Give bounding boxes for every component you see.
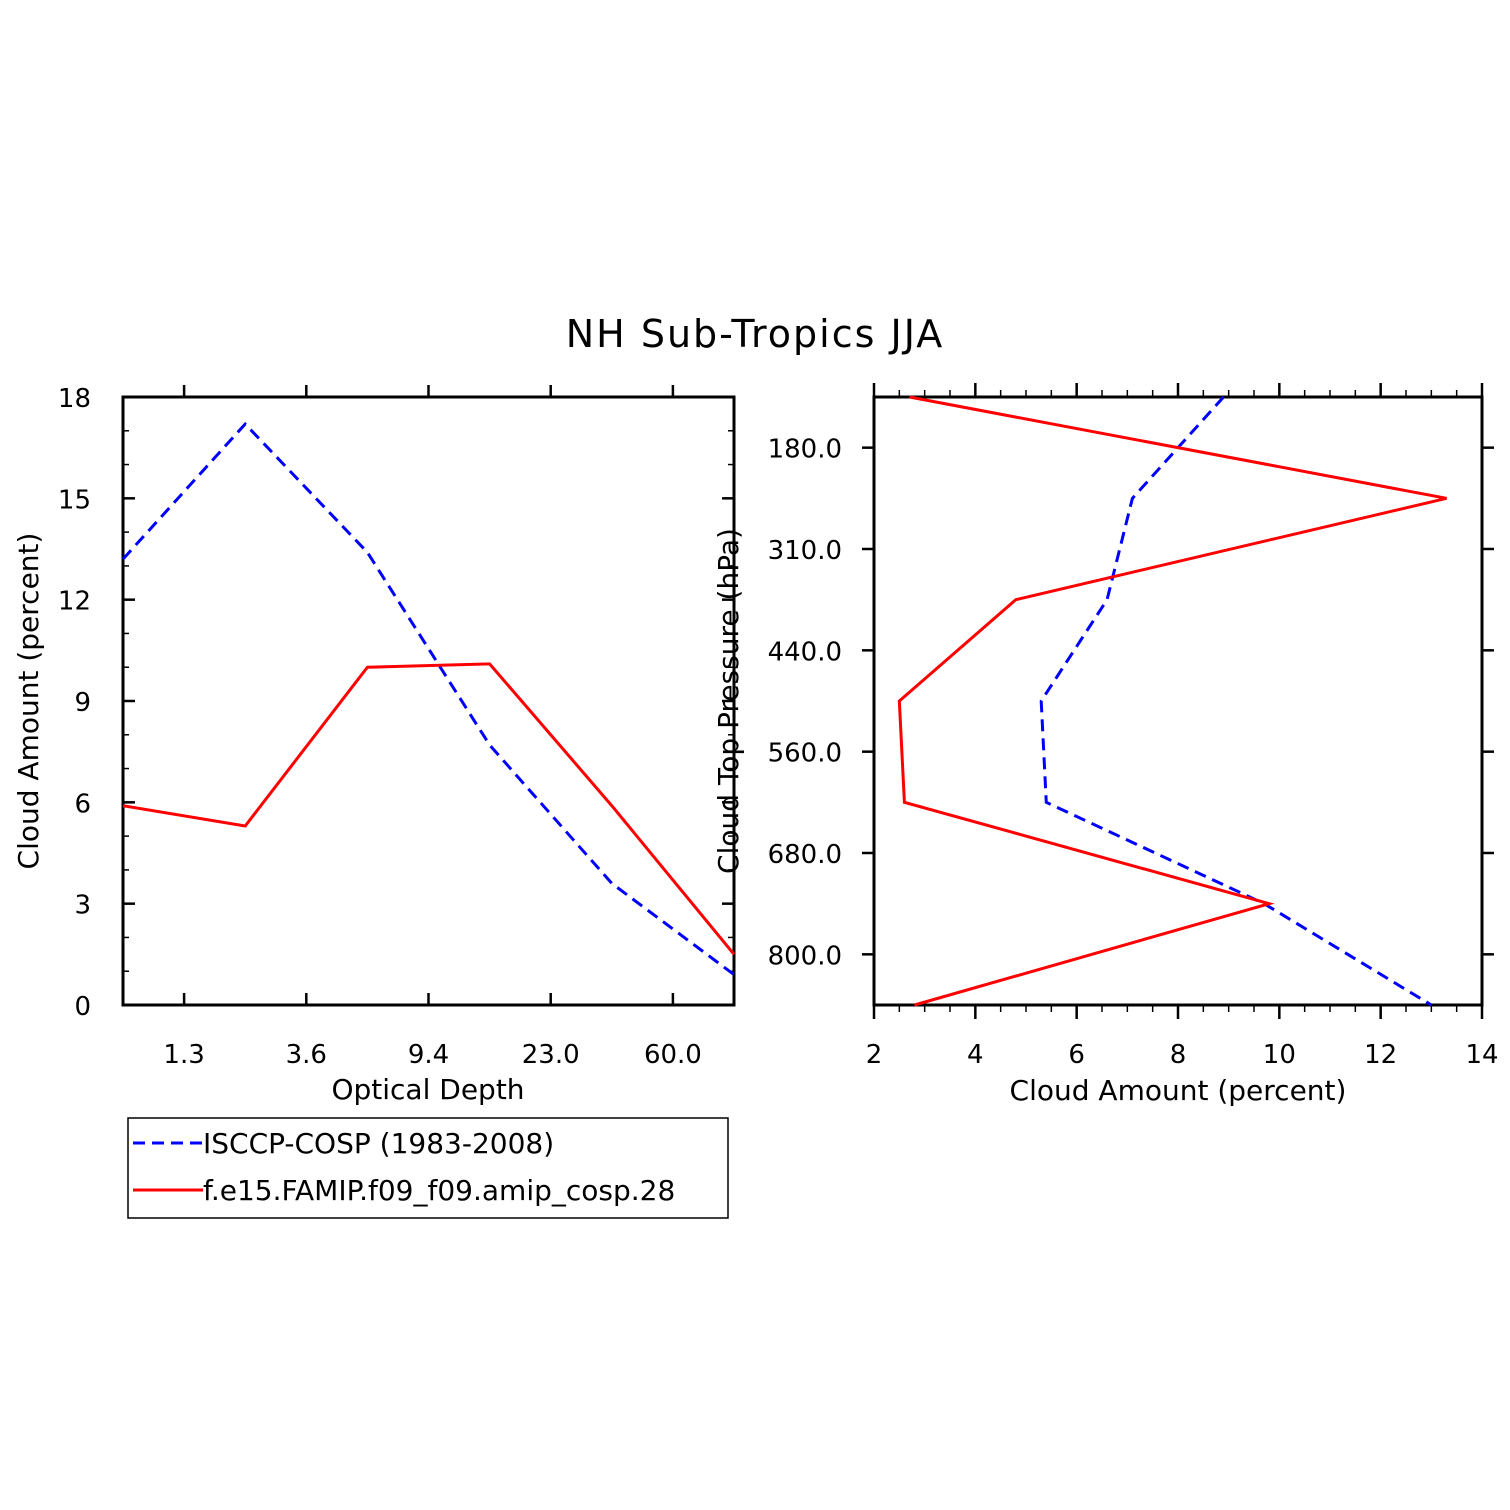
right-y-tick-label: 560.0: [768, 739, 842, 769]
right-series-group: [897, 395, 1447, 1007]
right-x-tick-label: 6: [1068, 1040, 1085, 1070]
legend-label-obs: ISCCP-COSP (1983-2008): [203, 1127, 554, 1160]
legend-box: [127, 1117, 729, 1219]
right-x-tick-label: 4: [967, 1040, 984, 1070]
legend-label-model: f.e15.FAMIP.f09_f09.amip_cosp.28: [203, 1174, 675, 1207]
left-series-line-model: [122, 662, 736, 956]
right-x-tick-label: 8: [1170, 1040, 1187, 1070]
right-y-axis-label: Cloud Top Pressure (hPa): [712, 528, 745, 874]
right-panel-cloud-top-pressure: 2 4 6 8 10 12 14 180.0 310.0 440.0 560.0 680.0 800.0…: [712, 383, 1499, 1107]
left-y-tick-label: 0: [74, 992, 91, 1022]
right-y-tick-label: 440.0: [768, 637, 842, 667]
left-x-tick-label: 23.0: [522, 1040, 580, 1070]
right-axis-ticks: 2 4 6 8 10 12 14 180.0 310.0 440.0 560.0 680.0 800.0: [768, 383, 1499, 1070]
left-x-tick-label: 1.3: [163, 1040, 204, 1070]
left-x-tick-label: 60.0: [644, 1040, 702, 1070]
right-x-axis-label: Cloud Amount (percent): [1010, 1074, 1347, 1107]
right-y-tick-label: 680.0: [768, 840, 842, 870]
right-y-tick-label: 310.0: [768, 536, 842, 566]
left-y-tick-label: 6: [74, 789, 91, 819]
right-x-tick-label: 12: [1364, 1040, 1397, 1070]
left-y-tick-label: 9: [74, 688, 91, 718]
left-y-tick-label: 15: [58, 485, 91, 515]
left-x-axis-label: Optical Depth: [331, 1073, 524, 1106]
legend: ISCCP-COSP (1983-2008) f.e15.FAMIP.f09_f…: [127, 1117, 729, 1219]
left-y-tick-label: 3: [74, 891, 91, 921]
chart-title: NH Sub-Tropics JJA: [566, 312, 944, 356]
left-panel-optical-depth: 0 3 6 9 12 15 18 1.3 3.6 9.4 23.0 60.0 Optical Dept…: [12, 384, 736, 1106]
left-x-tick-label: 3.6: [286, 1040, 327, 1070]
left-plot-frame: [121, 395, 736, 1007]
right-x-tick-label: 14: [1465, 1040, 1498, 1070]
right-y-tick-label: 800.0: [768, 941, 842, 971]
left-y-tick-label: 12: [58, 587, 91, 617]
left-y-axis-label: Cloud Amount (percent): [12, 533, 45, 870]
left-axis-ticks: 0 3 6 9 12 15 18 1.3 3.6 9.4 23.0 60.0: [58, 384, 734, 1070]
right-x-tick-label: 2: [866, 1040, 883, 1070]
right-x-tick-label: 10: [1263, 1040, 1296, 1070]
left-series-group: [121, 421, 736, 976]
right-y-tick-label: 180.0: [768, 435, 842, 465]
left-series-line-obs: [121, 421, 735, 976]
right-series-line-model: [897, 395, 1447, 1007]
left-x-tick-label: 9.4: [408, 1040, 449, 1070]
left-y-tick-label: 18: [58, 384, 91, 414]
